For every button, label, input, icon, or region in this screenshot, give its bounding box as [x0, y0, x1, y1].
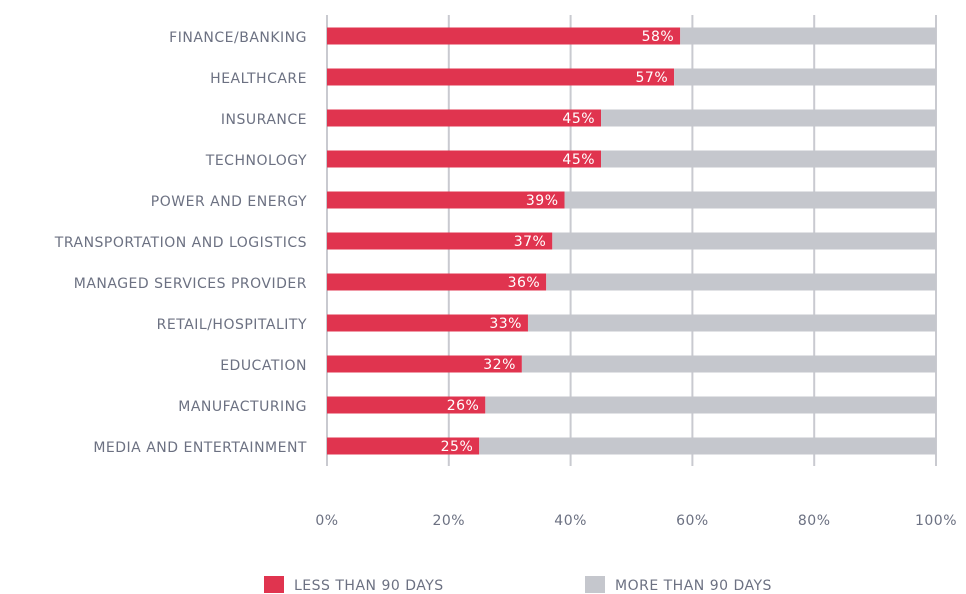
data-label: 45% — [562, 152, 595, 168]
y-tick-label: HEALTHCARE — [210, 71, 307, 87]
legend-label: LESS THAN 90 DAYS — [294, 578, 444, 594]
data-label: 45% — [562, 111, 595, 127]
bar-segment — [327, 437, 480, 455]
y-tick-label: RETAIL/HOSPITALITY — [157, 317, 307, 333]
bar-segment — [674, 68, 936, 86]
legend-swatch — [585, 576, 605, 593]
y-tick-label: TRANSPORTATION AND LOGISTICS — [54, 235, 307, 251]
x-tick-label: 20% — [432, 513, 465, 529]
bar-segment — [327, 232, 553, 250]
bar-segment — [327, 396, 486, 414]
legend-label: MORE THAN 90 DAYS — [615, 578, 772, 594]
x-tick-label: 0% — [315, 513, 338, 529]
bar-segment — [327, 150, 602, 168]
x-tick-label: 40% — [554, 513, 587, 529]
x-tick-label: 100% — [915, 513, 957, 529]
y-tick-label: TECHNOLOGY — [205, 153, 307, 169]
data-label: 57% — [636, 70, 669, 86]
bar-segment — [546, 273, 936, 291]
bar-segment — [527, 314, 936, 332]
bar-segment — [552, 232, 936, 250]
y-tick-label: FINANCE/BANKING — [169, 30, 307, 46]
data-label: 33% — [489, 316, 522, 332]
data-label: 58% — [642, 29, 675, 45]
bar-segment — [521, 355, 936, 373]
bar-segment — [327, 191, 565, 209]
bar-segment — [327, 355, 522, 373]
bar-segment — [485, 396, 936, 414]
y-tick-label: MANAGED SERVICES PROVIDER — [74, 276, 307, 292]
y-tick-label: MEDIA AND ENTERTAINMENT — [93, 440, 307, 456]
bar-segment — [327, 68, 675, 86]
bar-segment — [601, 150, 936, 168]
bar-segment — [327, 109, 602, 127]
x-tick-label: 60% — [676, 513, 709, 529]
bar-segment — [479, 437, 936, 455]
y-tick-label: MANUFACTURING — [178, 399, 307, 415]
y-tick-label: EDUCATION — [220, 358, 307, 374]
y-tick-label: INSURANCE — [221, 112, 307, 128]
data-label: 25% — [441, 439, 474, 455]
data-label: 36% — [508, 275, 541, 291]
y-tick-label: POWER AND ENERGY — [151, 194, 307, 210]
legend-swatch — [264, 576, 284, 593]
x-tick-label: 80% — [798, 513, 831, 529]
bar-segment — [564, 191, 936, 209]
bar-segment — [327, 27, 681, 45]
bar-segment — [680, 27, 936, 45]
data-label: 32% — [483, 357, 516, 373]
data-label: 37% — [514, 234, 547, 250]
bar-segment — [601, 109, 936, 127]
data-label: 26% — [447, 398, 480, 414]
bar-segment — [327, 273, 547, 291]
bar-segment — [327, 314, 528, 332]
data-label: 39% — [526, 193, 559, 209]
